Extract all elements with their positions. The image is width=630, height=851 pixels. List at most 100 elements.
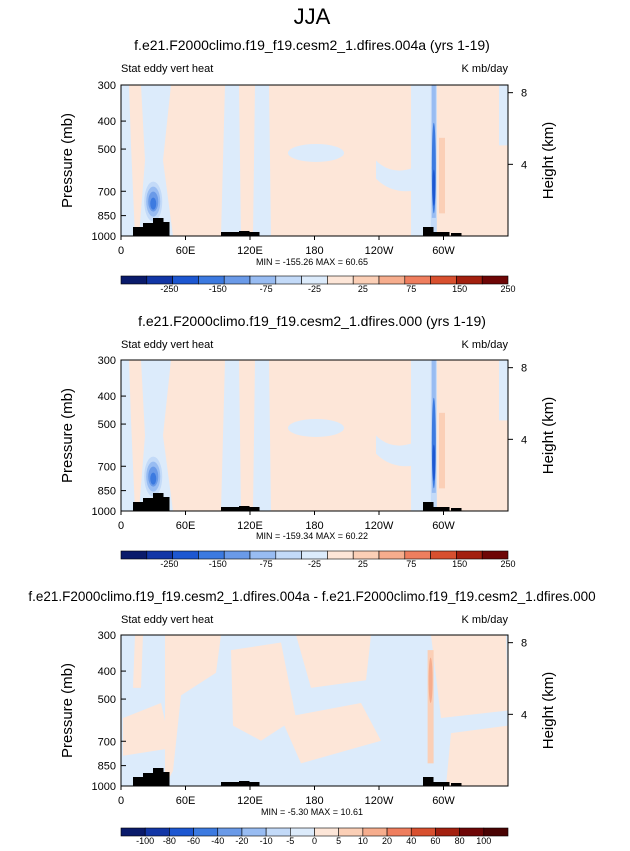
topography-block [229, 232, 240, 236]
colorbar-box [314, 827, 339, 837]
negative-patch [376, 160, 413, 192]
colorbar-box [430, 275, 457, 285]
y-right-axis-title: Height (km) [540, 672, 557, 750]
colorbar-box [146, 550, 173, 560]
y-right-tick-label: 8 [521, 88, 527, 100]
x-tick-label: 180 [305, 245, 323, 257]
positive-patch [296, 635, 371, 688]
colorbar-label: -25 [308, 284, 321, 294]
negative-band [253, 85, 271, 236]
topography-block [133, 777, 144, 786]
topography-block [249, 507, 260, 511]
topography-block [221, 507, 232, 511]
y-tick-label: 1000 [92, 781, 116, 793]
topography-block [221, 232, 232, 236]
colorbar-label: -80 [163, 836, 176, 846]
negative-patch [288, 143, 344, 162]
colorbar-box [404, 550, 431, 560]
colorbar-label: 150 [452, 284, 467, 294]
colorbar-box [481, 550, 509, 560]
colorbar-label: -10 [260, 836, 273, 846]
colorbar-box [193, 827, 219, 837]
negative-column-core [432, 444, 436, 481]
topography-block [153, 218, 164, 236]
panel-title: f.e21.F2000climo.f19_f19.cesm2_1.dfires.… [28, 589, 595, 604]
negative-column-core [432, 169, 436, 206]
y-tick-label: 700 [98, 186, 116, 198]
panel-3: f.e21.F2000climo.f19_f19.cesm2_1.dfires.… [28, 589, 595, 846]
x-tick-label: 60E [176, 245, 196, 257]
colorbar-box [217, 827, 243, 837]
colorbar-box [404, 275, 431, 285]
topography-block [159, 222, 170, 236]
left-string: Stat eddy vert heat [121, 63, 213, 75]
y-tick-label: 1000 [92, 506, 116, 518]
topography-block [439, 232, 450, 236]
topography-block [133, 227, 144, 236]
topography-block [153, 768, 164, 786]
colorbar-box [172, 275, 199, 285]
left-string: Stat eddy vert heat [121, 614, 213, 626]
negative-band [253, 360, 271, 511]
y-right-axis-title: Height (km) [540, 122, 557, 200]
positive-patch [123, 702, 171, 756]
min-max-stats: MIN = -159.34 MAX = 60.22 [256, 531, 368, 541]
panel-2: f.e21.F2000climo.f19_f19.cesm2_1.dfires.… [59, 313, 557, 569]
colorbar-box [327, 550, 354, 560]
colorbar-box [352, 275, 380, 285]
colorbar-label: 75 [406, 559, 416, 569]
topography-block [221, 782, 232, 786]
x-tick-label: 180 [305, 520, 323, 532]
topography-block [159, 772, 170, 786]
colorbar-box [362, 827, 388, 837]
topography-block [143, 223, 154, 236]
colorbar-label: 60 [430, 836, 440, 846]
colorbar-box [301, 275, 328, 285]
colorbar-box [249, 550, 277, 560]
colorbar-label: -5 [286, 836, 294, 846]
positive-patch [133, 635, 143, 688]
x-tick-label: 0 [118, 795, 124, 807]
negative-patch [288, 418, 344, 437]
colorbar-box [481, 275, 509, 285]
colorbar-label: -100 [136, 836, 154, 846]
colorbar-box [198, 275, 225, 285]
contour-field [121, 85, 508, 236]
contour-field [121, 360, 508, 511]
negative-band [121, 360, 135, 511]
colorbar-label: -75 [260, 284, 273, 294]
y-tick-label: 300 [98, 355, 116, 367]
topography-block [431, 507, 442, 511]
y-tick-label: 500 [98, 144, 116, 156]
positive-patch [431, 635, 508, 719]
figure-title: JJA [294, 4, 331, 29]
negative-patch [376, 435, 413, 467]
colorbar-label: 40 [406, 836, 416, 846]
negative-band [499, 85, 508, 146]
colorbar-box [146, 275, 173, 285]
colorbar-box [265, 827, 291, 837]
panel-title: f.e21.F2000climo.f19_f19.cesm2_1.dfires.… [138, 313, 486, 329]
panel-title: f.e21.F2000climo.f19_f19.cesm2_1.dfires.… [134, 37, 490, 53]
topography-block [423, 502, 434, 511]
colorbar-label: 80 [455, 836, 465, 846]
colorbar-box [169, 827, 194, 837]
colorbar-box [386, 827, 412, 837]
negative-core [150, 197, 157, 210]
units-string: K mb/day [462, 339, 509, 351]
colorbar-box [223, 550, 251, 560]
colorbar: -250 -150 -75 -25 25 75 150 250 [120, 275, 516, 294]
colorbar-box [378, 275, 406, 285]
colorbar-label: 10 [358, 836, 368, 846]
topography-block [239, 506, 250, 511]
topography-block [239, 781, 250, 786]
y-tick-label: 700 [98, 736, 116, 748]
x-tick-label: 0 [118, 245, 124, 257]
topography-block [249, 232, 260, 236]
y-right-axis-title: Height (km) [540, 397, 557, 475]
x-tick-label: 60W [432, 520, 455, 532]
colorbar-box [378, 550, 406, 560]
topography-block [439, 782, 450, 786]
topography [133, 218, 462, 236]
x-tick-label: 120E [237, 245, 263, 257]
